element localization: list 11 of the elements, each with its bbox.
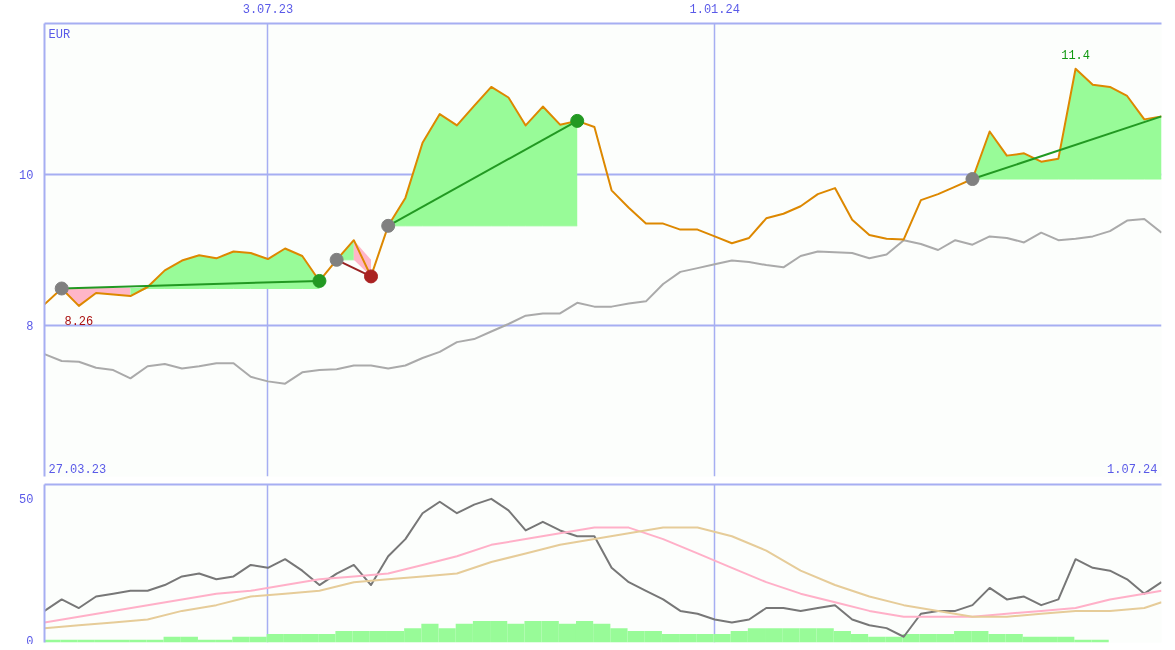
annotation: 11.4	[1061, 48, 1090, 63]
y-tick-label: 0	[26, 634, 34, 649]
annotation: 27.03.23	[48, 462, 107, 477]
x-tick-label: 3.07.23	[242, 2, 294, 17]
y-tick-label: 50	[19, 493, 34, 508]
y-tick-label: 10	[19, 169, 34, 183]
x-tick-label: 1.01.24	[689, 2, 740, 17]
annotation: 1.07.24	[1107, 462, 1158, 477]
y-tick-label: 8	[26, 320, 34, 334]
y-axis-title: EUR	[48, 27, 71, 42]
annotation: 8.26	[64, 314, 94, 329]
